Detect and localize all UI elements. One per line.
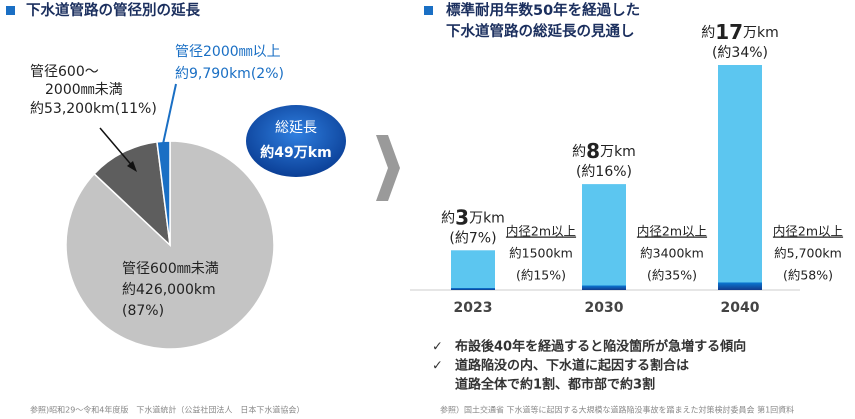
arrow — [376, 135, 400, 201]
pie-title: 下水道管路の管径別の延長 — [26, 1, 200, 19]
slice-name: 管径600～ 2000㎜未満 — [30, 64, 123, 98]
source: 参照）国土交通省 下水道等に起因する大規模な道路陥没事故を踏まえた対策検討委員会… — [440, 405, 794, 415]
inner-label: 約1500km — [509, 246, 573, 261]
label-part: 万km — [469, 210, 505, 226]
note: 道路全体で約1割、都市部で約3割 — [455, 377, 655, 393]
slice-length: 約53,200km(11%) — [30, 101, 157, 117]
value: (11%) — [115, 101, 157, 117]
inner-bar — [451, 288, 495, 290]
inner-name: 内径2m以上 — [637, 224, 707, 239]
name-line: 2000㎜未満 — [45, 82, 123, 98]
inner-share: (約35%) — [647, 268, 697, 283]
value: (2%) — [251, 66, 284, 82]
label-part: 17 — [715, 20, 743, 44]
total-label: 約17万km — [701, 20, 779, 44]
pie-slice — [65, 140, 275, 350]
leader — [99, 127, 135, 169]
bar-title: 標準耐用年数50年を経過した — [446, 1, 640, 19]
inner-bar — [718, 282, 762, 290]
bubble-value: 約49万km — [260, 144, 331, 161]
total-bar — [718, 65, 762, 290]
slice-value: (87%) — [122, 303, 164, 319]
check: ✓ — [432, 359, 443, 374]
slice-length: 約9,790km(2%) — [175, 66, 284, 82]
total-label: 約3万km — [441, 205, 505, 229]
inner-share: (約15%) — [516, 268, 566, 283]
total-label: 約8万km — [572, 139, 636, 163]
inner-bar — [582, 285, 626, 290]
length: 約53,200km — [30, 101, 115, 117]
x-tick-label: 2040 — [721, 300, 760, 316]
inner-share: (約58%) — [783, 268, 833, 283]
bubble-label: 総延長 — [275, 120, 317, 136]
label-part: 万km — [600, 144, 636, 160]
total-share: (約16%) — [576, 164, 632, 180]
total-bar — [582, 184, 626, 290]
label-part: 約 — [572, 144, 586, 160]
note: 布設後40年を経過すると陥没箇所が急増する傾向 — [455, 339, 746, 355]
note: 道路陥没の内、下水道に起因する割合は — [455, 358, 689, 374]
length: 約9,790km — [175, 66, 251, 82]
label-part: 約 — [701, 25, 715, 41]
bullet — [424, 6, 433, 15]
label-part: 3 — [455, 205, 469, 229]
slice-name: 管径2000㎜以上 — [175, 44, 281, 60]
leader — [162, 83, 177, 145]
label-part: 8 — [586, 139, 600, 163]
bar-title: 下水道管路の総延長の見通し — [446, 22, 635, 40]
x-tick-label: 2023 — [454, 300, 493, 316]
check: ✓ — [432, 340, 443, 355]
inner-name: 内径2m以上 — [773, 224, 843, 239]
total-bar — [451, 250, 495, 290]
total-bubble — [246, 105, 346, 177]
label-part: 万km — [743, 25, 779, 41]
total-share: (約7%) — [449, 230, 496, 246]
slice-name: 管径600㎜未満 — [122, 261, 219, 277]
name-line: 管径600～ — [30, 64, 99, 80]
pie-slice — [93, 140, 172, 247]
bullet — [6, 6, 15, 15]
source: 参照)昭和29～令和4年度版 下水道統計（公益社団法人 日本下水道協会） — [30, 405, 304, 415]
leader-head — [127, 161, 137, 172]
inner-label: 約3400km — [640, 246, 704, 261]
label-part: 約 — [441, 210, 455, 226]
total-share: (約34%) — [712, 45, 768, 61]
x-tick-label: 2030 — [585, 300, 624, 316]
inner-name: 内径2m以上 — [506, 224, 576, 239]
inner-label: 約5,700km — [774, 246, 842, 261]
slice-length: 約426,000km — [122, 282, 216, 298]
